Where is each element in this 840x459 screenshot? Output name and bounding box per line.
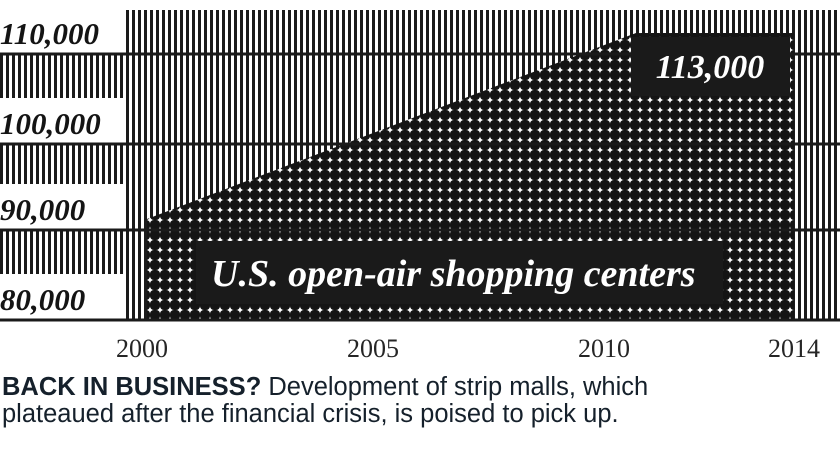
svg-text:90,000: 90,000 (0, 192, 85, 227)
svg-text:2005: 2005 (347, 334, 399, 363)
svg-text:2014: 2014 (768, 334, 820, 363)
svg-text:100,000: 100,000 (0, 106, 101, 141)
svg-text:U.S. open-air shopping centers: U.S. open-air shopping centers (211, 253, 696, 295)
svg-text:110,000: 110,000 (0, 16, 99, 51)
svg-text:2000: 2000 (116, 334, 168, 363)
svg-text:113,000: 113,000 (656, 49, 765, 86)
svg-text:2010: 2010 (578, 334, 630, 363)
svg-text:80,000: 80,000 (0, 282, 85, 317)
